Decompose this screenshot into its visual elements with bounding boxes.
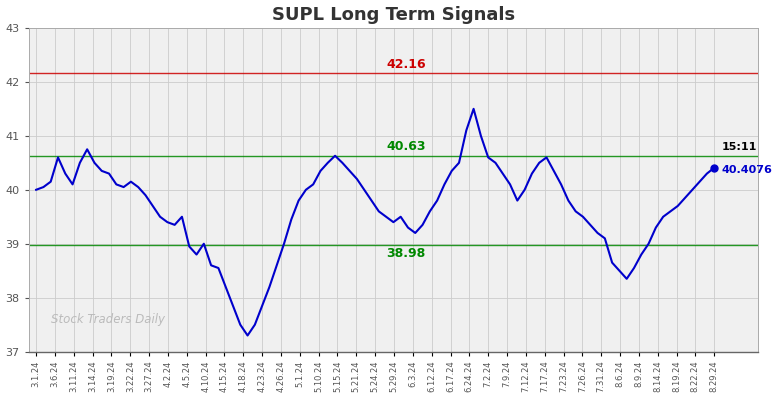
Title: SUPL Long Term Signals: SUPL Long Term Signals [272, 6, 515, 23]
Text: 40.63: 40.63 [387, 140, 426, 153]
Text: Stock Traders Daily: Stock Traders Daily [51, 313, 165, 326]
Text: 42.16: 42.16 [387, 58, 426, 71]
Text: 38.98: 38.98 [387, 247, 426, 259]
Text: 15:11: 15:11 [721, 142, 757, 152]
Text: 40.4076: 40.4076 [721, 165, 772, 175]
